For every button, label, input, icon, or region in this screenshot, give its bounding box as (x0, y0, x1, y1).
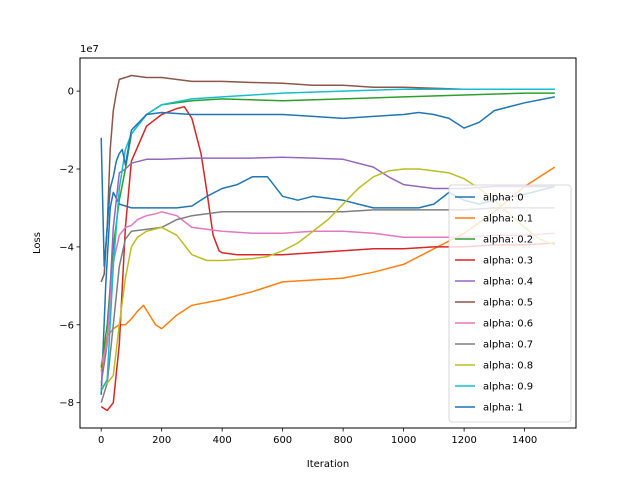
x-tick-label: 0 (98, 435, 104, 446)
legend-entry-label: alpha: 0.4 (483, 277, 533, 288)
y-axis-label: Loss (32, 232, 43, 254)
series-line-0 (100, 176, 555, 395)
plot-frame (79, 57, 577, 429)
legend-entry-label: alpha: 0.6 (483, 319, 533, 330)
legend-entry-label: alpha: 0.2 (483, 235, 533, 246)
series-line-1 (100, 166, 556, 372)
legend-entry-label: alpha: 1 (483, 403, 524, 414)
x-axis-label: Iteration (307, 459, 349, 470)
legend-entry-label: alpha: 0.5 (483, 298, 533, 309)
x-tick-label: 600 (273, 435, 292, 446)
x-axis-ticks: 0 200 400 600 800 1000 1200 1400 (98, 428, 537, 446)
series-layer (100, 74, 556, 412)
y-tick-label: 0 (68, 87, 74, 98)
legend-entry-label: alpha: 0.1 (483, 214, 533, 225)
x-tick-label: 1200 (451, 435, 476, 446)
x-tick-label: 1000 (391, 435, 416, 446)
legend-frame (448, 184, 572, 423)
legend-entry-label: alpha: 0.3 (483, 256, 533, 267)
x-tick-label: 800 (334, 435, 353, 446)
y-tick-label: −2 (59, 165, 74, 176)
series-line-8 (100, 168, 556, 388)
legend-entry-label: alpha: 0 (483, 193, 524, 204)
series-line-9 (100, 88, 555, 392)
series-line-3 (100, 105, 555, 412)
x-tick-label: 200 (152, 435, 171, 446)
legend-entry-label: alpha: 0.9 (483, 382, 533, 393)
series-line-10 (100, 96, 555, 268)
y-tick-label: −8 (59, 398, 74, 409)
x-tick-label: 1400 (512, 435, 537, 446)
y-axis-ticks: 0 −2 −4 −6 −8 (59, 87, 80, 409)
legend-entry-label: alpha: 0.8 (483, 361, 533, 372)
series-line-6 (100, 211, 555, 364)
series-line-5 (100, 74, 555, 283)
y-axis-offset-label: 1e7 (80, 44, 99, 55)
legend-entry-label: alpha: 0.7 (483, 340, 533, 351)
legend: alpha: 0 alpha: 0.1 alpha: 0.2 alpha: 0.3 al… (448, 184, 572, 423)
y-tick-label: −6 (59, 320, 74, 331)
x-tick-label: 400 (213, 435, 232, 446)
y-tick-label: −4 (59, 242, 74, 253)
